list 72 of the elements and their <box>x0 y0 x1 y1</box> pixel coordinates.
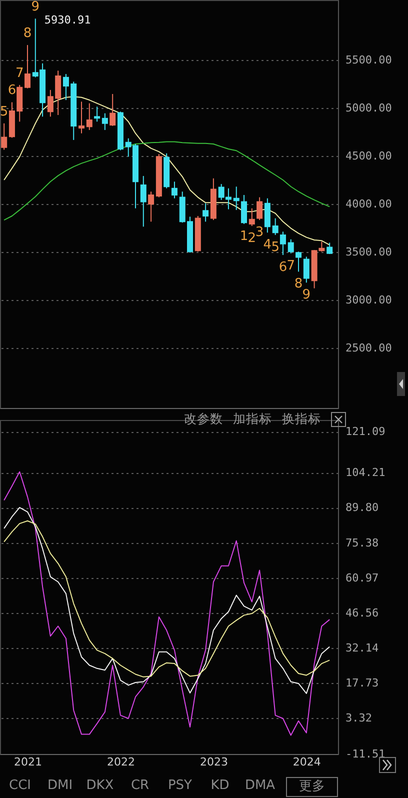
y-tick-label: 46.56 <box>346 606 379 620</box>
candlestick <box>280 231 286 256</box>
candlestick <box>241 194 248 224</box>
annotation: 9 <box>31 0 40 15</box>
y-tick-label: 5000.00 <box>346 102 392 114</box>
line-series <box>4 471 330 736</box>
annotation: 7 <box>15 66 24 81</box>
candlestick <box>171 181 178 199</box>
y-tick-label: 4500.00 <box>346 150 392 162</box>
y-tick-label: 17.73 <box>346 676 379 690</box>
candlestick <box>1 122 8 150</box>
annotation: 8 <box>23 26 32 42</box>
x-tick-label: 2023 <box>200 756 228 768</box>
candlestick <box>94 106 100 122</box>
candlestick <box>86 102 92 130</box>
y-tick-label: 3000.00 <box>346 294 392 306</box>
text: DMI <box>46 777 74 795</box>
y-tick-label: 4000.00 <box>346 198 392 210</box>
candlestick <box>256 196 263 221</box>
annotation: 4 <box>263 238 272 253</box>
candlestick <box>233 186 240 210</box>
annotation: 5 <box>271 240 280 256</box>
text: DMA <box>244 777 276 795</box>
y-tick-label: 60.97 <box>346 571 379 584</box>
line-series <box>4 141 330 221</box>
annotation: 9 <box>302 288 311 303</box>
line-series <box>4 507 330 694</box>
annotation: 3 <box>255 225 264 240</box>
y-tick-label: 5500.00 <box>346 54 392 66</box>
y-tick-label: 75.38 <box>346 536 379 550</box>
text: PSY <box>166 777 194 795</box>
y-tick-label: -11.51 <box>346 748 386 760</box>
candlestick <box>148 191 154 222</box>
candlestick <box>264 198 270 234</box>
text: CCI <box>8 777 32 795</box>
x-tick-label: 2022 <box>106 756 135 768</box>
annotation: 换指标 <box>282 411 321 428</box>
text: 更多 <box>286 777 338 797</box>
y-tick-label: 89.80 <box>346 501 379 514</box>
y-tick-label: 32.14 <box>346 641 379 654</box>
candlestick <box>140 175 146 228</box>
candlestick <box>248 208 255 226</box>
y-tick-label: 3.32 <box>346 711 372 724</box>
y-tick-label: 104.21 <box>346 466 386 480</box>
annotation: 加指标 <box>233 411 272 428</box>
candlestick <box>78 101 85 134</box>
y-tick-label: 121.09 <box>346 425 386 438</box>
y-tick-label: 3500.00 <box>346 246 392 258</box>
annotation: 5 <box>0 104 8 120</box>
line-series <box>4 520 330 678</box>
annotation: 改参数 <box>184 411 223 428</box>
annotation: 8 <box>294 276 303 292</box>
text: KD <box>210 777 230 795</box>
candlestick <box>296 251 302 272</box>
y-tick-label: 2500.00 <box>346 342 392 354</box>
annotation: 6 <box>278 260 288 275</box>
candlestick <box>102 112 108 130</box>
text: CR <box>130 777 150 795</box>
text: DKX <box>85 777 115 795</box>
annotation: 2 <box>248 230 256 246</box>
x-tick-label: 2024 <box>292 756 321 768</box>
annotation: 6 <box>8 83 16 98</box>
candlestick <box>288 238 294 254</box>
candlestick <box>110 93 116 126</box>
candlestick <box>272 218 278 236</box>
annotation: 1 <box>240 228 248 244</box>
annotation: 5930.91 <box>44 14 91 27</box>
candlestick <box>202 202 209 222</box>
candlestick <box>303 256 310 284</box>
candlestick <box>24 44 31 89</box>
annotation: 7 <box>286 258 296 274</box>
x-tick-label: 2021 <box>14 756 42 768</box>
